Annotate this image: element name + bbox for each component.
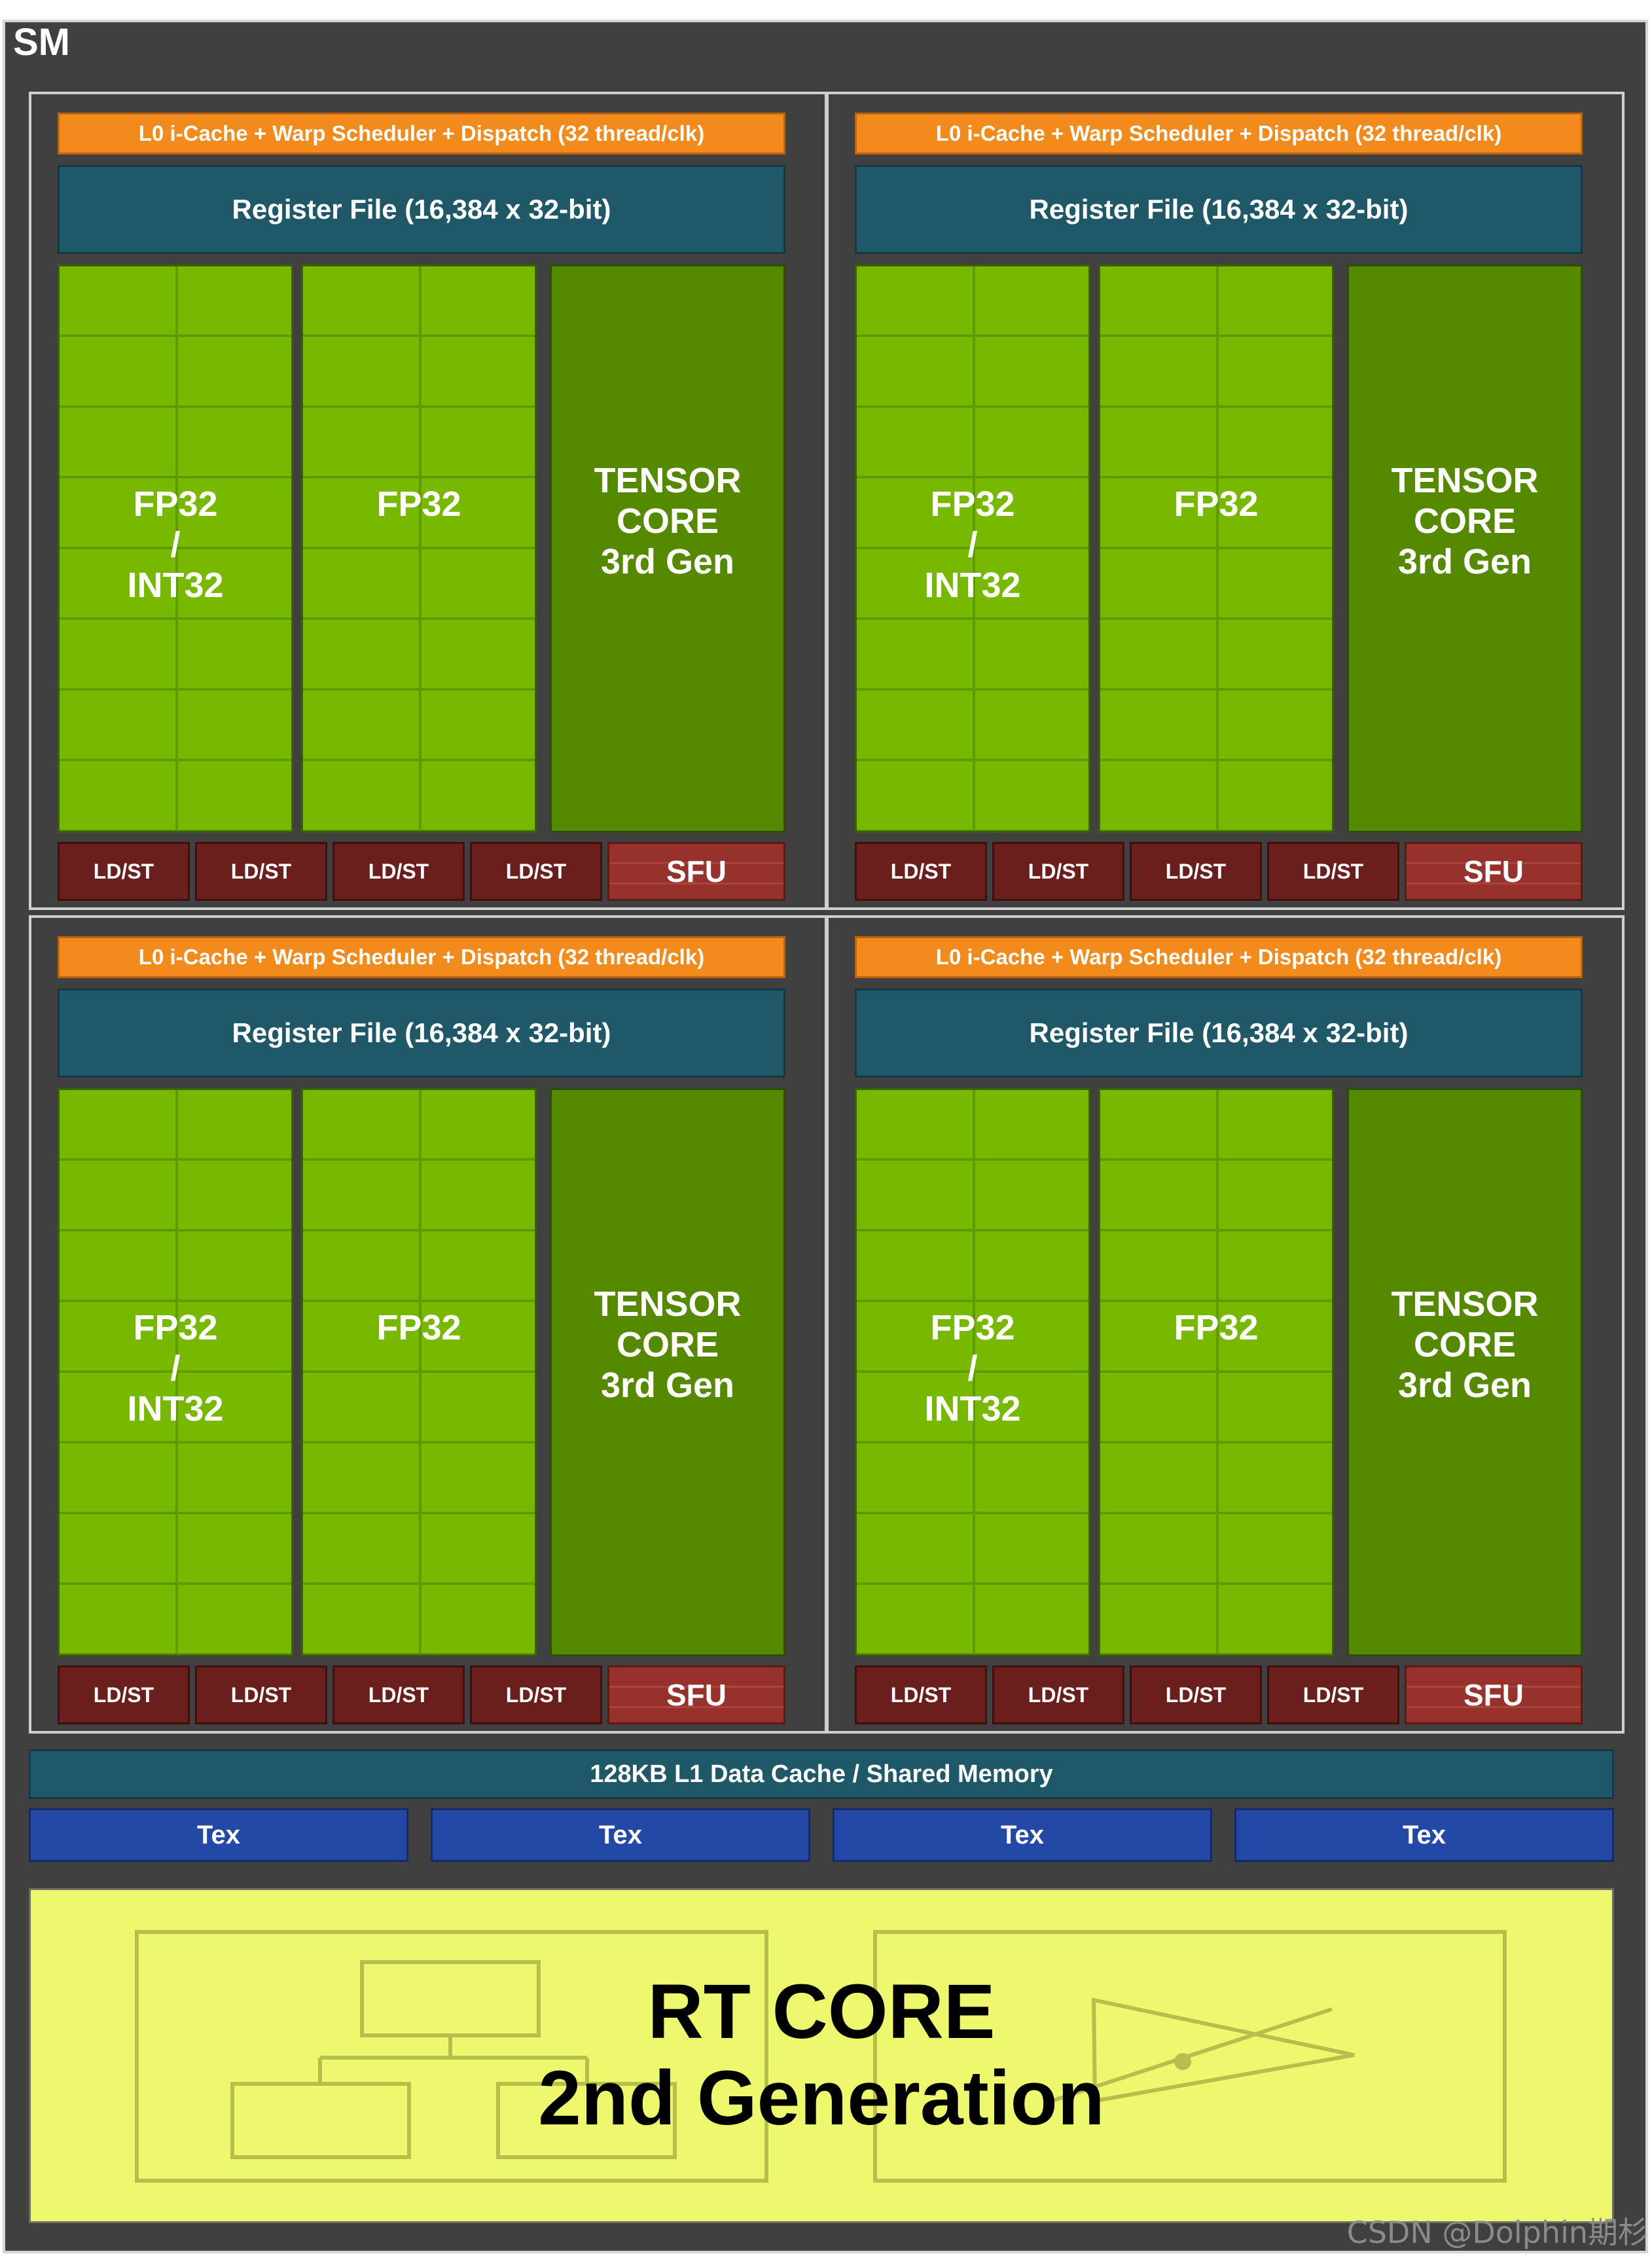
ldst-unit: LD/ST: [470, 842, 602, 901]
tex-unit: Tex: [833, 1808, 1212, 1862]
fp32-int32-label-line: FP32: [930, 1308, 1015, 1347]
tex-unit: Tex: [431, 1808, 810, 1862]
ldst-unit: LD/ST: [470, 1665, 602, 1724]
rt-core-title: RT CORE: [647, 1969, 996, 2055]
ldst-unit: LD/ST: [332, 1665, 465, 1724]
tensor-core: TENSOR CORE 3rd Gen: [550, 1088, 785, 1656]
rt-core-subtitle: 2nd Generation: [538, 2055, 1105, 2141]
bvh-node-left: [230, 2082, 411, 2159]
sm-partition: L0 i-Cache + Warp Scheduler + Dispatch (…: [826, 915, 1625, 1734]
tensor-core: TENSOR CORE 3rd Gen: [1347, 1088, 1583, 1656]
tensor-core-label-line: TENSOR: [594, 461, 742, 500]
fp32-label: FP32: [376, 1308, 461, 1347]
fp32-int32-label-line: /: [170, 1349, 181, 1388]
ldst-unit: LD/ST: [1130, 1665, 1262, 1724]
ldst-unit: LD/ST: [1267, 1665, 1399, 1724]
tensor-core-label-line: 3rd Gen: [1397, 1366, 1532, 1405]
tensor-core-label-line: CORE: [1413, 1325, 1516, 1364]
tensor-core-label-line: TENSOR: [1391, 1284, 1539, 1324]
sfu-unit: SFU: [1405, 842, 1583, 901]
fp32-int32-label-line: INT32: [127, 1389, 224, 1428]
fp32-int32-unit: FP32 / INT32: [58, 264, 293, 833]
fp32-unit: FP32: [1098, 264, 1334, 833]
rt-core-graphic: [135, 1930, 1507, 2183]
watermark: CSDN @Dolphin期杉: [1346, 2215, 1648, 2250]
sm-partition: L0 i-Cache + Warp Scheduler + Dispatch (…: [29, 92, 827, 910]
register-file: Register File (16,384 x 32-bit): [58, 989, 785, 1078]
fp32-unit: FP32: [301, 1088, 537, 1656]
fp32-int32-label-line: /: [967, 525, 978, 564]
fp32-label: FP32: [1174, 1308, 1259, 1347]
fp32-int32-label-line: /: [170, 525, 181, 564]
ldst-unit: LD/ST: [855, 842, 987, 901]
bvh-node-right: [496, 2082, 677, 2159]
tex-unit: Tex: [29, 1808, 408, 1862]
warp-scheduler: L0 i-Cache + Warp Scheduler + Dispatch (…: [58, 936, 785, 978]
ldst-unit: LD/ST: [195, 1665, 327, 1724]
fp32-int32-label-line: INT32: [127, 566, 224, 605]
fp32-int32-label-line: FP32: [133, 484, 218, 524]
bvh-panel-outline: [135, 1930, 768, 2183]
rt-core: RT CORE 2nd Generation: [29, 1888, 1614, 2223]
tensor-core-label-line: TENSOR: [1391, 461, 1539, 500]
fp32-int32-label-line: FP32: [930, 484, 1015, 524]
tensor-core: TENSOR CORE 3rd Gen: [1347, 264, 1583, 833]
ldst-unit: LD/ST: [58, 842, 190, 901]
warp-scheduler: L0 i-Cache + Warp Scheduler + Dispatch (…: [855, 936, 1583, 978]
fp32-unit: FP32: [1098, 1088, 1334, 1656]
fp32-int32-unit: FP32 / INT32: [855, 264, 1090, 833]
register-file: Register File (16,384 x 32-bit): [855, 989, 1583, 1078]
tensor-core-label-line: 3rd Gen: [1397, 542, 1532, 581]
tensor-core-label-line: CORE: [616, 501, 719, 541]
fp32-unit: FP32: [301, 264, 537, 833]
tensor-core-label-line: 3rd Gen: [600, 1366, 735, 1405]
sm-partition: L0 i-Cache + Warp Scheduler + Dispatch (…: [826, 92, 1625, 910]
ldst-unit: LD/ST: [58, 1665, 190, 1724]
sfu-unit: SFU: [607, 842, 785, 901]
tensor-core-label-line: CORE: [616, 1325, 719, 1364]
ray-line: [1051, 2007, 1333, 2103]
tex-unit: Tex: [1234, 1808, 1614, 1862]
sfu-unit: SFU: [607, 1665, 785, 1724]
warp-scheduler: L0 i-Cache + Warp Scheduler + Dispatch (…: [58, 113, 785, 155]
fp32-int32-unit: FP32 / INT32: [58, 1088, 293, 1656]
ray-panel-outline: [873, 1930, 1507, 2183]
warp-scheduler: L0 i-Cache + Warp Scheduler + Dispatch (…: [855, 113, 1583, 155]
ray-hit-point: [1174, 2053, 1191, 2070]
sfu-unit: SFU: [1405, 1665, 1583, 1724]
register-file: Register File (16,384 x 32-bit): [855, 165, 1583, 254]
ldst-unit: LD/ST: [855, 1665, 987, 1724]
fp32-int32-label-line: INT32: [924, 1389, 1021, 1428]
ldst-unit: LD/ST: [195, 842, 327, 901]
fp32-int32-label-line: INT32: [924, 566, 1021, 605]
ldst-unit: LD/ST: [1130, 842, 1262, 901]
tensor-core: TENSOR CORE 3rd Gen: [550, 264, 785, 833]
fp32-int32-unit: FP32 / INT32: [855, 1088, 1090, 1656]
l1-data-cache: 128KB L1 Data Cache / Shared Memory: [29, 1749, 1614, 1799]
sm-partition: L0 i-Cache + Warp Scheduler + Dispatch (…: [29, 915, 827, 1734]
sm-label: SM: [13, 21, 70, 64]
fp32-label: FP32: [1174, 484, 1259, 524]
ldst-unit: LD/ST: [992, 842, 1124, 901]
fp32-int32-label-line: /: [967, 1349, 978, 1388]
ray-triangle: [1091, 1997, 1355, 2103]
register-file: Register File (16,384 x 32-bit): [58, 165, 785, 254]
fp32-label: FP32: [376, 484, 461, 524]
ldst-unit: LD/ST: [1267, 842, 1399, 901]
ldst-unit: LD/ST: [332, 842, 465, 901]
tensor-core-label-line: CORE: [1413, 501, 1516, 541]
tensor-core-label-line: TENSOR: [594, 1284, 742, 1324]
ldst-unit: LD/ST: [992, 1665, 1124, 1724]
tensor-core-label-line: 3rd Gen: [600, 542, 735, 581]
fp32-int32-label-line: FP32: [133, 1308, 218, 1347]
